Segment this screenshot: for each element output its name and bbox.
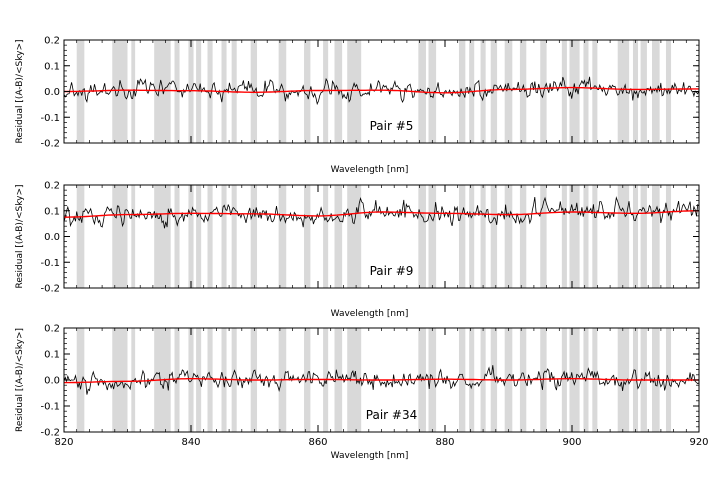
- masked-band: [428, 185, 437, 288]
- masked-band: [480, 185, 486, 288]
- y-tick-label: 0.0: [44, 232, 60, 243]
- masked-band: [592, 40, 598, 143]
- masked-band: [632, 185, 639, 288]
- fit-line: [64, 210, 699, 218]
- y-tick-label: 0.1: [44, 61, 60, 72]
- masked-band: [665, 185, 672, 288]
- masked-band: [480, 40, 486, 143]
- masked-band: [469, 185, 475, 288]
- masked-band: [207, 328, 213, 432]
- masked-band: [131, 185, 136, 288]
- masked-band: [323, 40, 329, 143]
- masked-band: [250, 185, 258, 288]
- x-tick-label: 860: [308, 437, 327, 448]
- masked-band: [561, 185, 567, 288]
- chart-panel-1: 0.2 0.1 0.0 -0.1 -0.2 Wavelength [nm] Residual…: [15, 36, 700, 175]
- y-tick-label: 0.0: [44, 87, 60, 98]
- masked-band: [617, 185, 630, 288]
- y-tick-label: 0.1: [44, 350, 60, 361]
- masked-band: [519, 40, 527, 143]
- y-tick-label: -0.2: [40, 284, 60, 295]
- masked-band: [490, 40, 498, 143]
- masked-band: [207, 185, 213, 288]
- y-tick-label: -0.1: [40, 113, 60, 124]
- masked-band: [112, 328, 128, 432]
- masked-band: [278, 185, 287, 288]
- y-tick-label: 0.2: [44, 36, 60, 47]
- masked-band: [561, 40, 567, 143]
- masked-band: [188, 40, 194, 143]
- x-tick-label: 920: [689, 437, 708, 448]
- y-axis-label: Residual [(A-B)/<Sky>]: [15, 184, 25, 288]
- x-axis-label: Wavelength [nm]: [331, 309, 409, 319]
- masked-band: [76, 328, 85, 432]
- x-tick-label: 880: [435, 437, 454, 448]
- masked-band: [76, 185, 85, 288]
- masked-band: [323, 185, 329, 288]
- masked-band: [519, 185, 527, 288]
- masked-band: [221, 185, 227, 288]
- pair-annotation: Pair #9: [370, 264, 414, 278]
- masked-band: [592, 185, 598, 288]
- masked-band: [174, 185, 180, 288]
- y-axis-label: Residual [(A-B)/<Sky>]: [15, 39, 25, 143]
- y-tick-label: 0.2: [44, 324, 60, 335]
- masked-band: [347, 40, 362, 143]
- masked-band: [154, 40, 171, 143]
- masked-band: [304, 185, 311, 288]
- x-tick-label: 840: [181, 437, 200, 448]
- masked-band: [652, 185, 660, 288]
- y-tick-label: -0.2: [40, 428, 60, 439]
- masked-band: [112, 40, 128, 143]
- masked-band: [583, 40, 589, 143]
- masked-band: [188, 328, 194, 432]
- x-axis-label: Wavelength [nm]: [331, 165, 409, 175]
- masked-band: [196, 185, 202, 288]
- chart-panel-2: 0.2 0.1 0.0 -0.1 -0.2 Wavelength [nm] Residual…: [15, 181, 700, 319]
- masked-band: [569, 185, 580, 288]
- masked-band: [652, 40, 660, 143]
- x-tick-label: 820: [54, 437, 73, 448]
- masked-band: [632, 40, 639, 143]
- masked-band: [665, 40, 672, 143]
- x-axis-label: Wavelength [nm]: [331, 451, 409, 461]
- y-tick-label: -0.2: [40, 139, 60, 150]
- masked-band: [334, 185, 343, 288]
- masked-band: [196, 328, 202, 432]
- masked-band: [504, 185, 513, 288]
- x-tick-label: 900: [562, 437, 581, 448]
- masked-band: [458, 185, 466, 288]
- y-axis-label: Residual [(A-B)/<Sky>]: [15, 328, 25, 432]
- fit-line: [64, 378, 699, 384]
- masked-band: [347, 185, 362, 288]
- masked-band: [428, 40, 437, 143]
- y-tick-label: 0.0: [44, 376, 60, 387]
- masked-band: [504, 40, 513, 143]
- masked-band: [569, 40, 580, 143]
- masked-band: [583, 185, 589, 288]
- masked-band: [569, 328, 580, 432]
- masked-band: [154, 185, 171, 288]
- masked-band: [304, 40, 311, 143]
- pair-annotation: Pair #34: [366, 408, 417, 422]
- y-tick-label: 0.1: [44, 206, 60, 217]
- fit-line: [64, 86, 699, 94]
- residual-line: [63, 365, 700, 395]
- masked-band: [418, 185, 426, 288]
- masked-band: [490, 185, 498, 288]
- pair-annotation: Pair #5: [370, 119, 414, 133]
- masked-band: [131, 40, 136, 143]
- y-tick-label: -0.1: [40, 402, 60, 413]
- y-tick-label: -0.1: [40, 258, 60, 269]
- masked-band: [112, 185, 128, 288]
- masked-band: [540, 185, 547, 288]
- masked-band: [640, 185, 647, 288]
- y-tick-label: 0.2: [44, 181, 60, 192]
- masked-band: [561, 328, 567, 432]
- masked-band: [592, 328, 598, 432]
- masked-band: [231, 185, 237, 288]
- masked-band: [188, 185, 194, 288]
